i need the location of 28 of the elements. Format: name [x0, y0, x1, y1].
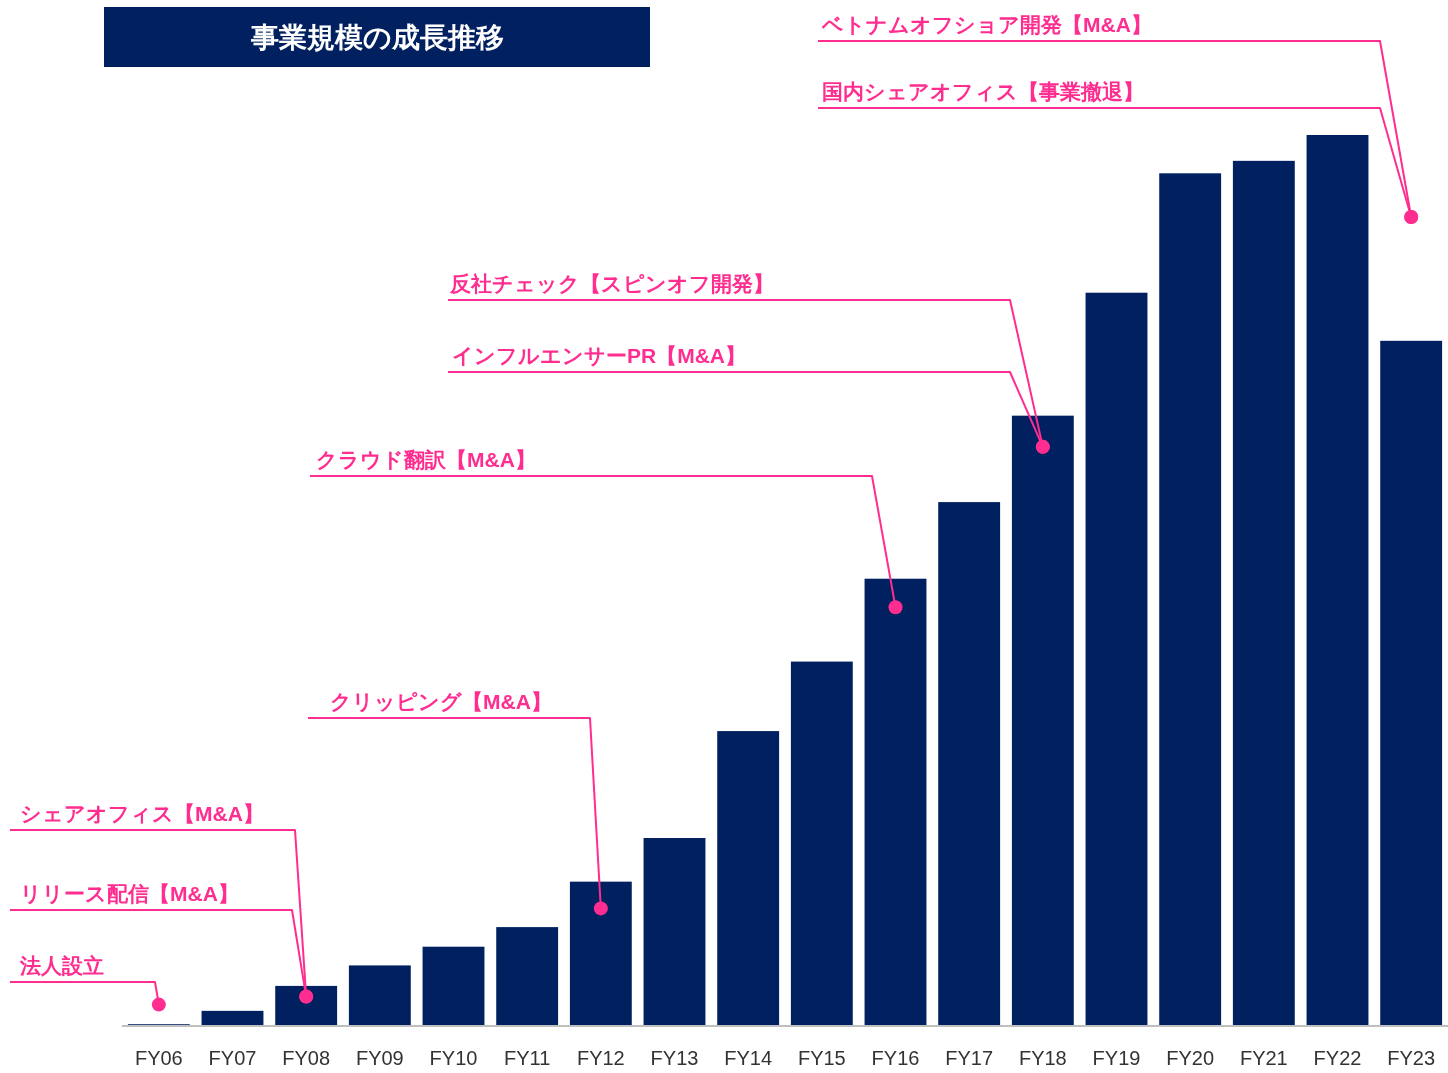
annotation: クリッピング【M&A】 [330, 690, 552, 713]
x-tick-label: FY15 [797, 1047, 846, 1069]
x-tick-label: FY12 [576, 1047, 625, 1069]
x-tick-label: FY10 [429, 1047, 478, 1069]
x-tick-label: FY09 [355, 1047, 404, 1069]
x-tick-label: FY16 [871, 1047, 920, 1069]
annotation: インフルエンサーPR【M&A】 [452, 344, 746, 367]
x-tick-label: FY14 [724, 1047, 773, 1069]
x-tick-label: FY17 [945, 1047, 994, 1069]
text: 国内シェアオフィス【事業撤退】 [822, 80, 1144, 103]
x-tick-label: FY07 [208, 1047, 257, 1069]
x-tick-label: FY20 [1166, 1047, 1215, 1069]
chart-title: 事業規模の成長推移 [249, 21, 504, 53]
x-tick-label: FY23 [1387, 1047, 1436, 1069]
x-tick-label: FY08 [282, 1047, 331, 1069]
annotation: シェアオフィス【M&A】 [20, 802, 264, 825]
annotation: クラウド翻訳【M&A】 [316, 448, 536, 471]
x-tick-label: FY22 [1313, 1047, 1362, 1069]
x-tick-label: FY21 [1239, 1047, 1288, 1069]
annotation: 反社チェック【スピンオフ開発】 [449, 272, 774, 295]
x-tick-label: FY19 [1092, 1047, 1141, 1069]
x-tick-label: FY06 [134, 1047, 183, 1069]
x-tick-label: FY11 [504, 1047, 551, 1069]
annotation: リリース配信【M&A】 [20, 882, 239, 905]
x-tick-label: FY18 [1018, 1047, 1067, 1069]
x-tick-label: FY13 [650, 1047, 699, 1069]
annotation: ベトナムオフショア開発【M&A】 [821, 13, 1152, 36]
annotation: 法人設立 [19, 954, 104, 977]
